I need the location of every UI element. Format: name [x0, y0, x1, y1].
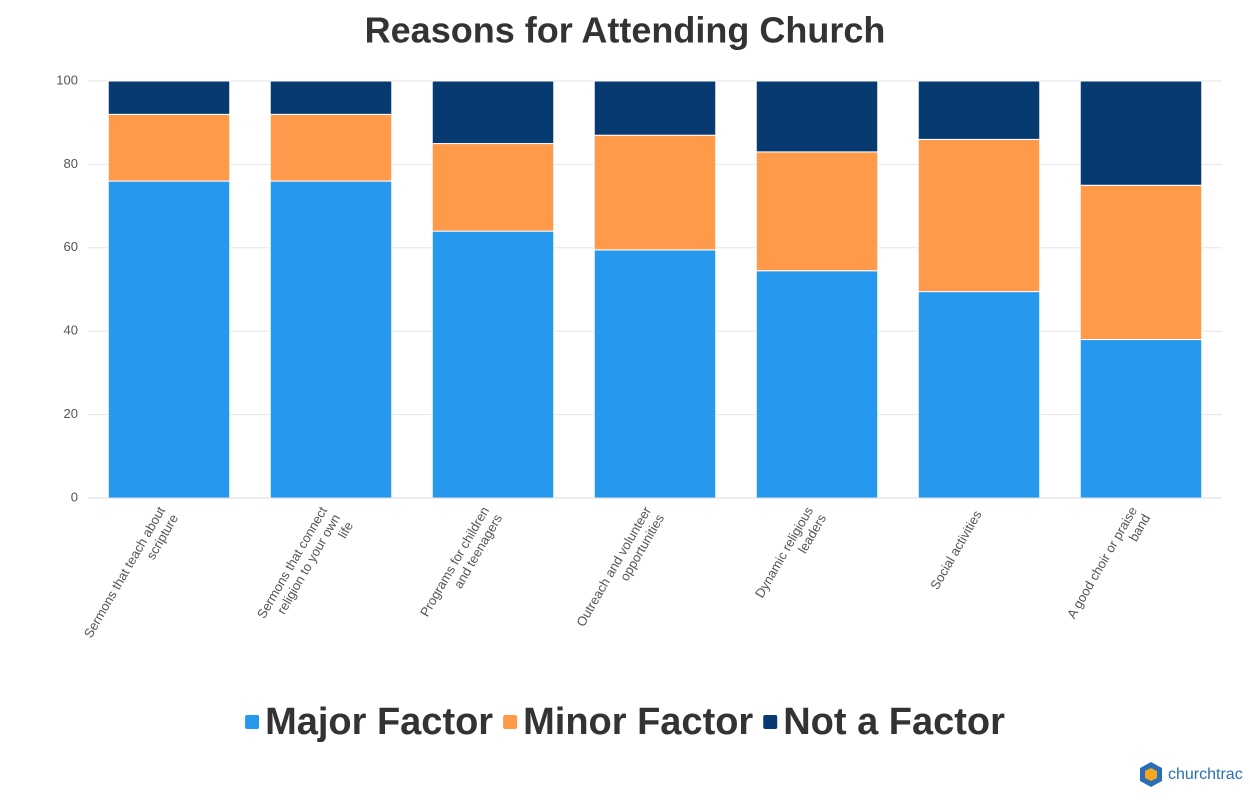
bar-segment — [431, 80, 555, 145]
logo-icon-inner — [1145, 768, 1157, 781]
legend-item: Minor Factor — [503, 701, 753, 743]
bar-segment — [431, 143, 555, 232]
bar-segment — [593, 134, 717, 251]
bar-segment — [917, 291, 1041, 499]
bar-segment — [107, 80, 231, 115]
x-tick-label: Sermons that connectreligion to your own… — [254, 504, 356, 636]
bar-segment — [431, 230, 555, 499]
brand-name: churchtrac — [1168, 766, 1243, 783]
bar-segment — [1079, 80, 1203, 186]
chart-title: Reasons for Attending Church — [365, 10, 886, 51]
bar-segment — [107, 113, 231, 182]
y-tick-label: 100 — [56, 72, 78, 87]
brand-logo: churchtrac — [1140, 762, 1243, 787]
legend-item: Not a Factor — [763, 701, 1005, 743]
bar-segment — [1079, 184, 1203, 341]
x-tick-label: A good choir or praiseband — [1064, 504, 1153, 629]
bar-segment — [593, 80, 717, 136]
bar-segment — [1079, 339, 1203, 499]
legend-swatch — [503, 715, 518, 729]
y-tick-label: 60 — [64, 239, 78, 254]
x-tick-label: Sermons that teach aboutscripture — [81, 504, 182, 648]
bar-segment — [269, 113, 393, 182]
bar-segment — [593, 249, 717, 499]
bar-segment — [917, 138, 1041, 293]
bar-segment — [269, 80, 393, 115]
bar-segment — [755, 151, 879, 272]
x-tick-label: Social activities — [927, 507, 985, 592]
bar-segment — [755, 270, 879, 499]
y-tick-label: 80 — [64, 156, 78, 171]
legend-label: Not a Factor — [783, 701, 1005, 743]
bar-segment — [269, 180, 393, 499]
x-tick-label: Programs for childrenand teenagers — [417, 504, 505, 627]
y-tick-label: 0 — [71, 489, 78, 504]
bar-segment — [755, 80, 879, 153]
legend-swatch — [763, 715, 778, 729]
bar-segment — [107, 180, 231, 499]
x-tick-label: Outreach and volunteeropportunities — [574, 504, 668, 637]
y-tick-label: 40 — [64, 323, 78, 338]
legend-label: Minor Factor — [523, 701, 753, 743]
bar-segment — [917, 80, 1041, 140]
x-tick-label: Dynamic religiousleaders — [752, 504, 830, 608]
legend-label: Major Factor — [265, 701, 493, 743]
legend-item: Major Factor — [245, 701, 493, 743]
y-tick-label: 20 — [64, 406, 78, 421]
legend-swatch — [245, 715, 260, 729]
